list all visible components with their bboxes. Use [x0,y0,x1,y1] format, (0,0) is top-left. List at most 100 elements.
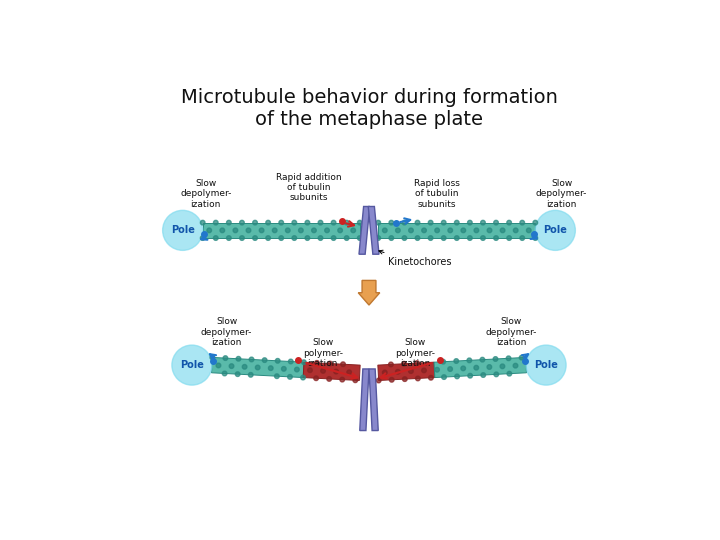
Circle shape [285,228,290,233]
Circle shape [288,375,292,379]
Circle shape [331,236,336,240]
Circle shape [494,372,499,377]
Circle shape [402,236,407,240]
Circle shape [235,372,240,376]
Circle shape [454,359,459,363]
Circle shape [513,228,518,233]
Circle shape [253,220,257,225]
Text: Microtubule behavior during formation
of the metaphase plate: Microtubule behavior during formation of… [181,88,557,129]
Circle shape [409,369,413,373]
Circle shape [507,236,511,240]
Circle shape [506,356,511,361]
Circle shape [409,228,413,233]
Circle shape [200,220,205,225]
Circle shape [320,369,325,373]
Circle shape [533,220,538,225]
Circle shape [347,370,351,375]
Circle shape [441,236,446,240]
Circle shape [223,356,228,360]
Circle shape [266,236,271,240]
Circle shape [357,220,362,225]
Circle shape [467,358,472,363]
Circle shape [474,366,479,370]
Polygon shape [360,369,369,430]
Circle shape [292,220,297,225]
Circle shape [305,220,310,225]
Circle shape [481,220,485,225]
Circle shape [487,228,492,233]
Circle shape [340,377,345,382]
Circle shape [402,220,407,225]
Circle shape [279,220,284,225]
Circle shape [435,367,439,372]
Circle shape [422,228,426,233]
Circle shape [415,376,420,381]
Circle shape [227,220,231,225]
Circle shape [520,220,525,225]
Circle shape [382,370,387,375]
Polygon shape [378,222,535,238]
Circle shape [382,228,387,233]
Circle shape [395,228,400,233]
Circle shape [256,365,260,370]
Circle shape [390,377,394,382]
Circle shape [376,220,381,225]
Circle shape [227,236,231,240]
Circle shape [312,228,316,233]
Circle shape [468,374,472,378]
Circle shape [272,228,277,233]
Circle shape [441,220,446,225]
Circle shape [507,220,511,225]
Polygon shape [434,357,526,377]
Circle shape [428,236,433,240]
Polygon shape [378,362,435,381]
Circle shape [481,373,485,377]
Circle shape [357,236,362,240]
Circle shape [353,378,358,382]
Circle shape [334,369,338,374]
Text: Pole: Pole [180,360,204,370]
Circle shape [266,220,271,225]
Circle shape [513,363,518,368]
Circle shape [305,236,310,240]
Circle shape [454,220,459,225]
Circle shape [448,367,452,372]
Circle shape [315,361,319,365]
Circle shape [500,364,505,369]
Polygon shape [212,357,304,377]
Polygon shape [203,222,360,238]
Circle shape [454,236,459,240]
Circle shape [461,366,466,370]
Circle shape [213,236,218,240]
Text: Slow
depolymer-
ization: Slow depolymer- ization [201,318,252,347]
FancyArrow shape [359,280,379,305]
Circle shape [376,236,381,240]
Circle shape [289,359,293,364]
Circle shape [318,220,323,225]
Circle shape [428,220,433,225]
Circle shape [338,228,343,233]
Circle shape [240,236,244,240]
Circle shape [269,366,273,370]
Circle shape [327,376,331,381]
Circle shape [328,361,333,366]
Circle shape [292,236,297,240]
Circle shape [467,236,472,240]
Polygon shape [359,206,370,254]
Text: Pole: Pole [544,225,567,235]
Circle shape [246,228,251,233]
Circle shape [216,363,221,368]
Circle shape [240,220,244,225]
Circle shape [493,357,498,361]
Circle shape [210,355,215,360]
Circle shape [481,236,485,240]
Circle shape [507,372,512,376]
Circle shape [262,358,267,362]
Text: Pole: Pole [171,225,194,235]
Circle shape [200,236,205,240]
Polygon shape [368,206,379,254]
Text: Slow
depolymer-
ization: Slow depolymer- ization [536,179,588,208]
Circle shape [222,371,227,376]
Circle shape [487,364,492,369]
Circle shape [494,220,498,225]
